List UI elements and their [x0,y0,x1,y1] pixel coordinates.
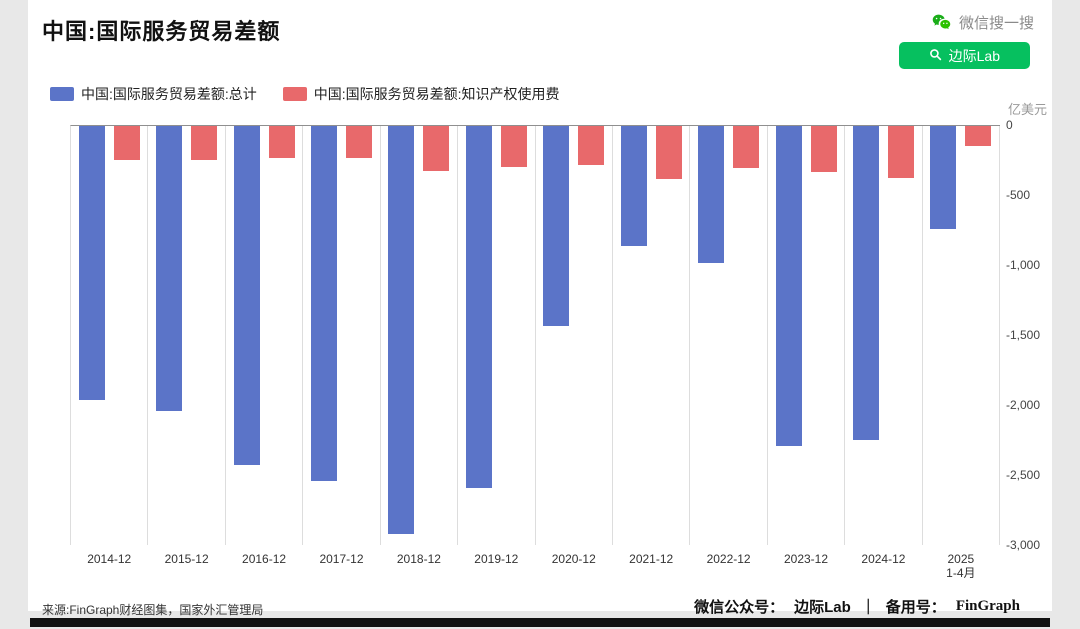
y-tick-label: -1,500 [1006,328,1041,342]
x-axis-label: 2025 1-4月 [946,552,976,580]
total-bar [698,126,725,263]
bar-group: 2016-12 [226,126,304,566]
bar-group: 2021-12 [613,126,691,566]
x-axis-label: 2016-12 [242,552,287,566]
bar-group: 2014-12 [71,126,149,566]
ip-royalty-bar [268,126,295,159]
x-axis-label: 2014-12 [87,552,132,566]
legend-item-total[interactable]: 中国:国际服务贸易差额:总计 [50,84,257,104]
total-bar [310,126,337,481]
total-bar [775,126,802,446]
bottom-bar [30,618,1050,627]
bar-group: 2025 1-4月 [923,126,1001,580]
chart-title: 中国:国际服务贸易差额 [42,19,281,44]
wechat-search-label: 微信搜一搜 [958,15,1034,32]
total-bar [930,126,957,230]
ip-royalty-bar [810,126,837,173]
search-lab-button[interactable]: 边际Lab [898,42,1030,69]
x-axis-label: 2024-12 [861,552,906,566]
legend-item-ip[interactable]: 中国:国际服务贸易差额:知识产权使用费 [282,84,560,104]
total-bar [852,126,879,441]
bar-group: 2024-12 [845,126,923,566]
legend-swatch-total [50,87,74,101]
backup-label: 备用号： [885,599,946,616]
y-tick-label: -2,500 [1006,468,1041,482]
bar-group: 2017-12 [303,126,381,566]
ip-royalty-bar [113,126,140,160]
x-axis-label: 2015-12 [164,552,209,566]
bar-group: 2015-12 [148,126,226,566]
bar-group: 2022-12 [690,126,768,566]
bar-group: 2019-12 [458,126,536,566]
account-label: 微信公众号： [694,599,785,616]
x-axis-label: 2022-12 [706,552,751,566]
wechat-icon [931,12,952,33]
total-bar [388,126,415,534]
y-axis-unit-label: 亿美元 [1008,102,1048,117]
ip-royalty-bar [887,126,914,178]
x-axis-label: 2017-12 [319,552,364,566]
footer-accounts: 微信公众号： 边际Lab ｜ 备用号： FinGraph [694,596,1020,617]
total-bar [78,126,105,400]
chart-legend: 中国:国际服务贸易差额:总计 中国:国际服务贸易差额:知识产权使用费 [50,84,560,104]
legend-label-ip: 中国:国际服务贸易差额:知识产权使用费 [313,86,560,102]
y-tick-label: -3,000 [1006,538,1041,552]
account-name: 边际Lab [794,599,851,616]
y-tick-label: -500 [1006,188,1031,202]
ip-royalty-bar [500,126,527,167]
bar-group: 2018-12 [381,126,459,566]
ip-royalty-bar [655,126,682,180]
total-bar [543,126,570,326]
total-bar [156,126,183,411]
plot-area: 2014-12 2015-12 2016-12 2017-12 2018-12 2019-… [70,125,1001,580]
x-axis-label: 2019-12 [474,552,519,566]
ip-royalty-bar [733,126,760,168]
ip-royalty-bar [578,126,605,166]
x-axis-label: 2021-12 [629,552,674,566]
ip-royalty-bar [345,126,372,159]
total-bar [465,126,492,488]
legend-swatch-ip [282,87,307,101]
y-tick-label: 0 [1006,118,1013,132]
total-bar [233,126,260,466]
legend-label-total: 中国:国际服务贸易差额:总计 [81,86,257,102]
ip-royalty-bar [191,126,218,160]
x-axis-label: 2020-12 [551,552,596,566]
y-tick-label: -1,000 [1006,258,1041,272]
y-tick-label: -2,000 [1006,398,1041,412]
backup-name: FinGraph [955,598,1020,614]
total-bar [620,126,647,247]
search-lab-button-label: 边际Lab [948,47,1000,64]
footer-source: 来源:FinGraph财经图集，国家外汇管理局 [42,603,264,617]
ip-royalty-bar [423,126,450,171]
bar-group: 2023-12 [768,126,846,566]
chart-card [28,0,1052,611]
bar-group: 2020-12 [536,126,613,566]
y-axis: 0 -500 -1,000 -1,500 -2,000 -2,500 -3,000 [1006,118,1066,552]
x-axis-label: 2018-12 [396,552,441,566]
ip-royalty-bar [965,126,992,146]
wechat-search-link[interactable]: 微信搜一搜 [931,12,1034,33]
footer-separator: ｜ [860,599,876,616]
search-icon [929,48,942,64]
x-axis-label: 2023-12 [783,552,829,566]
